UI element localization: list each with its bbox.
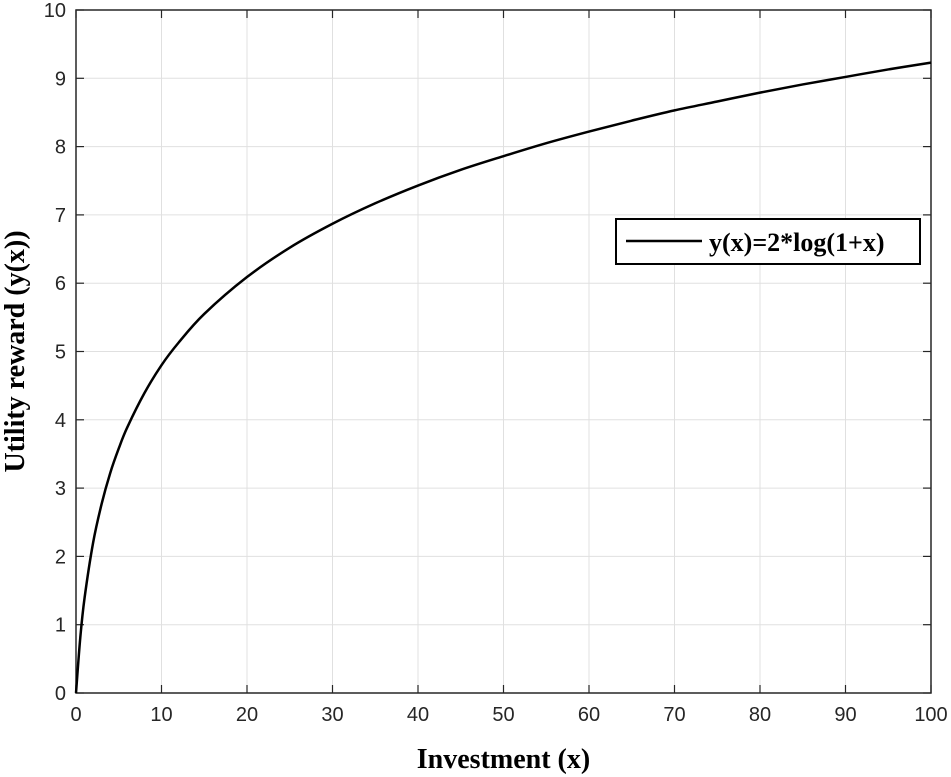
- axis-ticks: 0 10 20 30 40 50 60 70 80 90 100 0 1 2 3 4 5 6 7 8 9 10: [44, 0, 948, 726]
- y-tick-label: 0: [55, 683, 66, 705]
- grid-lines: [75, 9, 932, 694]
- x-tick-label: 50: [492, 704, 514, 726]
- y-tick-label: 5: [55, 342, 66, 364]
- x-tick-label: 70: [663, 704, 685, 726]
- x-tick-label: 100: [914, 704, 947, 726]
- y-tick-label: 10: [44, 0, 66, 22]
- y-axis-title: Utility reward (y(x)): [0, 230, 31, 472]
- y-tick-label: 4: [55, 410, 66, 432]
- x-tick-label: 40: [407, 704, 429, 726]
- legend: y(x)=2*log(1+x): [615, 218, 921, 265]
- x-tick-label: 60: [578, 704, 600, 726]
- y-tick-label: 3: [55, 478, 66, 500]
- x-tick-label: 10: [150, 704, 172, 726]
- y-tick-label: 1: [55, 615, 66, 637]
- series-line: [74, 61, 932, 694]
- x-axis-title: Investment (x): [417, 744, 590, 775]
- x-tick-label: 80: [749, 704, 771, 726]
- x-tick-label: 30: [321, 704, 343, 726]
- y-tick-label: 9: [55, 68, 66, 90]
- y-tick-label: 8: [55, 137, 66, 159]
- y-tick-label: 2: [55, 546, 66, 568]
- series-group: [74, 61, 932, 694]
- y-tick-label: 6: [55, 273, 66, 295]
- x-tick-label: 90: [834, 704, 856, 726]
- y-tick-label: 7: [55, 205, 66, 227]
- legend-label: y(x)=2*log(1+x): [709, 228, 885, 257]
- x-tick-label: 20: [236, 704, 258, 726]
- x-tick-label: 0: [70, 704, 81, 726]
